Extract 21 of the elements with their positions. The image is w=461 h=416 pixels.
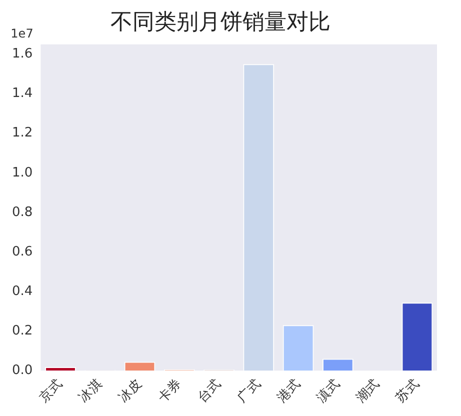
y-tick-label: 1.0 xyxy=(12,165,33,180)
y-tick-label: 1.6 xyxy=(12,46,33,62)
y-tick-label: 1.4 xyxy=(12,86,33,102)
chart-title: 不同类别月饼销量对比 xyxy=(110,10,330,35)
y-tick-label: 0.8 xyxy=(12,204,33,220)
y-tick-label: 0.6 xyxy=(12,244,33,260)
x-tick-label: 卡券 xyxy=(156,376,185,406)
y-tick-label: 0.0 xyxy=(12,362,33,378)
x-tick-label: 滇式 xyxy=(314,376,344,406)
x-tick-label: 潮式 xyxy=(354,376,383,406)
x-tick-label: 港式 xyxy=(274,376,304,406)
y-tick-label: 0.4 xyxy=(12,284,33,299)
x-tick-label: 广式 xyxy=(234,376,264,406)
x-tick-label: 台式 xyxy=(195,376,224,406)
x-tick-label: 冰皮 xyxy=(116,376,145,406)
y-tick-label: 1.2 xyxy=(12,126,33,141)
x-tick-label: 苏式 xyxy=(393,376,422,406)
y-axis-title: 1e7 xyxy=(10,26,34,41)
y-tick-label: 0.2 xyxy=(12,323,33,338)
x-tick-label: 冰淇 xyxy=(76,376,106,406)
x-tick-label: 京式 xyxy=(36,376,66,406)
